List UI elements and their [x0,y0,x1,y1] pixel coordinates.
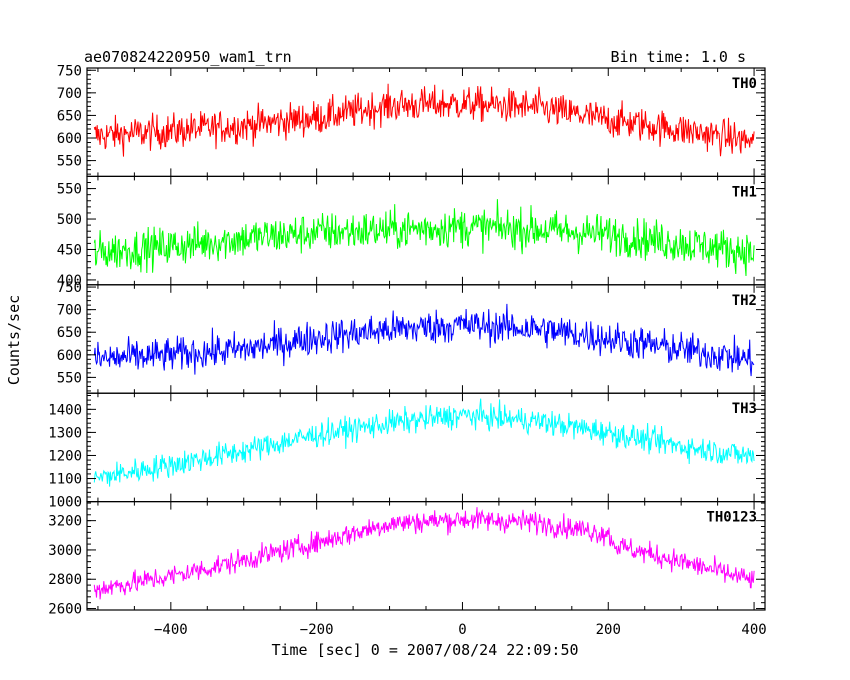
y-tick-label: 700 [57,303,82,319]
x-axis: −400 −200 0 200 400 [154,622,767,638]
y-tick-label: 2600 [48,602,82,618]
panel-label-th3: TH3 [732,401,757,417]
y-tick-label: 1100 [48,472,82,488]
panels-group: 550 600 650 700 750 TH0 400 450 500 550 TH1 550 600 6… [48,63,766,618]
series-line-th3 [93,398,755,487]
y-tick-label: 2800 [48,572,82,588]
series-line-th0 [93,83,755,157]
y-tick-label: 400 [57,273,82,289]
y-tick-label: 700 [57,86,82,102]
y-tick-label: 1000 [48,495,82,511]
y-axis-label: Counts/sec [5,295,23,385]
x-tick-label: −400 [154,622,188,638]
panel-label-th0: TH0 [732,76,757,92]
y-tick-label: 600 [57,348,82,364]
bin-time-label: Bin time: 1.0 s [611,48,746,66]
y-tick-label: 750 [57,63,82,79]
y-tick-label: 3000 [48,543,82,559]
y-tick-label: 650 [57,325,82,341]
panel-th0123: 2600 2800 3000 3200 TH0123 [48,501,766,618]
series-line-th1 [93,199,755,277]
y-tick-label: 650 [57,108,82,124]
y-tick-label: 550 [57,154,82,170]
x-tick-label: −200 [300,622,334,638]
y-tick-label: 750 [57,280,82,296]
y-tick-label: 600 [57,131,82,147]
x-tick-label: 200 [596,622,621,638]
panel-th1: 400 450 500 550 TH1 [57,175,766,289]
series-line-th2 [93,303,755,377]
y-tick-label: 3200 [48,514,82,530]
y-tick-label: 1200 [48,448,82,464]
x-axis-label: Time [sec] 0 = 2007/08/24 22:09:50 [271,641,578,659]
x-tick-label: 0 [458,622,466,638]
y-tick-label: 550 [57,370,82,386]
y-tick-label: 450 [57,242,82,258]
y-tick-label: 550 [57,182,82,198]
panel-frame [86,284,766,394]
y-tick-label: 1400 [48,402,82,418]
panel-label-th1: TH1 [732,184,757,200]
y-tick-label: 1300 [48,425,82,441]
chart-title: ae070824220950_wam1_trn [84,48,292,66]
panel-label-th0123: TH0123 [706,510,757,526]
panel-th2: 550 600 650 700 750 TH2 [57,280,766,394]
panel-th0: 550 600 650 700 750 TH0 [57,63,766,178]
y-tick-label: 500 [57,212,82,228]
panel-label-th2: TH2 [732,293,757,309]
series-line-th0123 [93,507,755,600]
panel-th3: 1000 1100 1200 1300 1400 TH3 [48,392,766,511]
x-tick-label: 400 [741,622,766,638]
